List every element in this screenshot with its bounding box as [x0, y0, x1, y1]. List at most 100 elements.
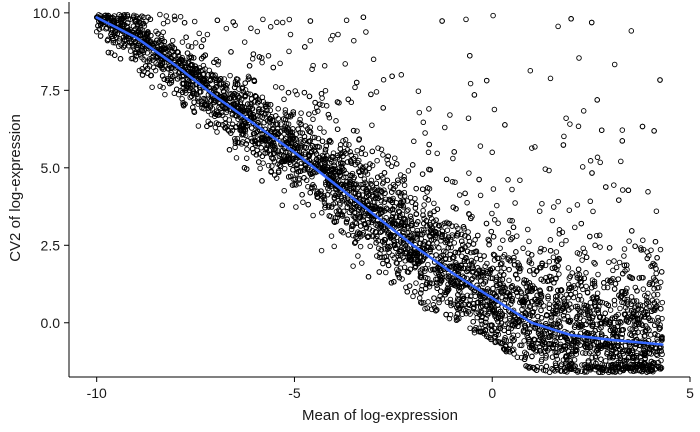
data-point: [573, 367, 579, 374]
data-point: [181, 19, 188, 26]
data-point: [577, 293, 583, 299]
data-point: [340, 174, 347, 181]
data-point: [450, 155, 456, 162]
data-point: [632, 344, 638, 351]
data-point: [369, 227, 376, 234]
data-point: [437, 293, 443, 300]
data-point: [285, 149, 291, 156]
data-point: [602, 310, 608, 317]
data-point: [489, 327, 495, 333]
data-point: [365, 274, 372, 280]
data-point: [130, 14, 137, 20]
data-point: [434, 206, 441, 212]
data-point: [270, 156, 276, 162]
data-point: [322, 149, 329, 155]
data-point: [383, 205, 390, 212]
data-point: [401, 189, 408, 196]
data-point: [375, 245, 382, 252]
data-point: [325, 111, 332, 118]
data-point: [556, 271, 562, 277]
data-point: [443, 176, 450, 183]
data-point: [403, 242, 409, 249]
data-point: [352, 84, 358, 91]
data-point: [490, 233, 497, 240]
data-point: [565, 339, 571, 346]
data-point: [192, 40, 199, 46]
data-point: [422, 285, 429, 292]
data-point: [144, 58, 150, 64]
data-point: [553, 364, 560, 371]
data-point: [348, 99, 355, 106]
data-point: [229, 121, 236, 128]
data-point: [578, 368, 585, 374]
data-point: [378, 194, 384, 200]
data-point: [313, 191, 320, 197]
data-point: [333, 118, 339, 124]
data-point: [483, 315, 489, 322]
data-point: [465, 309, 472, 315]
data-point: [501, 284, 507, 291]
data-point: [501, 265, 507, 272]
data-point: [526, 238, 532, 245]
data-point: [552, 321, 558, 327]
data-point: [317, 101, 323, 108]
data-point: [326, 114, 333, 121]
data-point: [575, 266, 582, 273]
data-point: [609, 315, 616, 321]
data-point: [343, 17, 350, 24]
data-point: [318, 247, 325, 254]
data-point: [181, 63, 188, 70]
data-point: [577, 315, 583, 321]
data-point: [396, 209, 403, 215]
data-point: [561, 133, 567, 140]
data-point: [629, 275, 636, 281]
data-point: [352, 240, 358, 246]
data-point: [375, 195, 382, 202]
data-point: [491, 106, 498, 113]
data-point: [447, 241, 453, 247]
data-point: [582, 350, 589, 356]
data-point: [213, 84, 219, 91]
data-point: [252, 137, 258, 144]
data-point: [277, 163, 284, 170]
data-point: [644, 255, 651, 262]
data-point: [328, 204, 335, 210]
data-point: [458, 238, 465, 244]
data-point: [218, 76, 224, 82]
data-point: [532, 337, 538, 343]
data-point: [330, 32, 336, 39]
data-point: [530, 309, 537, 315]
data-point: [522, 323, 529, 329]
data-point: [448, 244, 454, 251]
data-point: [594, 290, 601, 296]
data-point: [240, 128, 247, 134]
data-point: [321, 63, 328, 69]
data-point: [658, 305, 664, 312]
data-point: [593, 232, 600, 239]
data-point: [593, 295, 600, 302]
data-point: [401, 215, 408, 222]
data-point: [154, 37, 160, 44]
data-point: [484, 260, 490, 267]
data-point: [552, 368, 558, 374]
data-point: [344, 216, 350, 223]
data-point: [627, 326, 633, 332]
data-point: [646, 252, 652, 259]
data-point: [273, 113, 279, 119]
data-point: [286, 16, 293, 23]
data-point: [422, 274, 429, 281]
data-point: [579, 164, 586, 170]
data-point: [462, 190, 468, 197]
data-point: [283, 139, 290, 146]
data-point: [222, 115, 229, 122]
data-point: [289, 136, 296, 142]
data-point: [455, 291, 461, 298]
data-point: [558, 241, 565, 247]
data-point: [495, 339, 502, 345]
data-point: [118, 16, 124, 23]
data-point: [434, 307, 440, 313]
data-point: [241, 39, 248, 45]
data-point: [543, 274, 549, 281]
data-point: [260, 106, 266, 112]
data-point: [583, 270, 589, 276]
